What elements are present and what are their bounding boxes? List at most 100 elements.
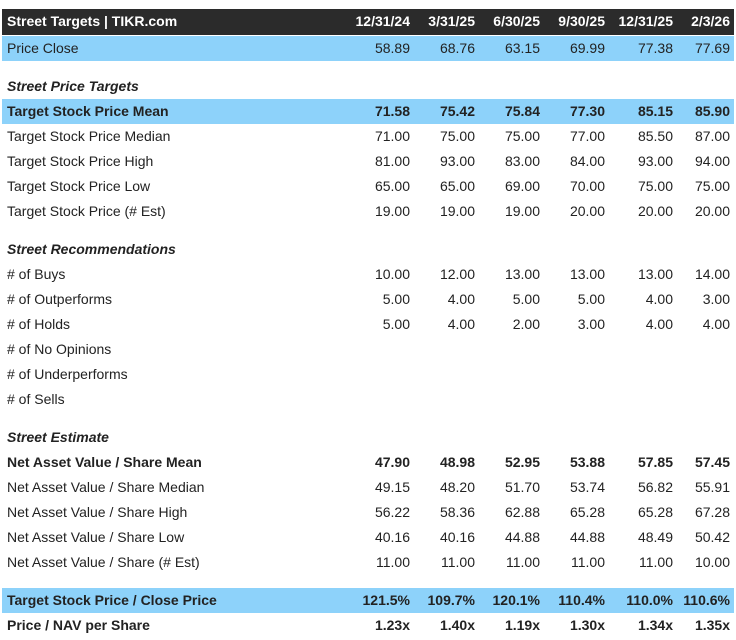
cell: 75.84 — [504, 102, 540, 119]
cell: 57.85 — [637, 453, 673, 470]
cell: 4.00 — [702, 315, 730, 332]
cell: 68.76 — [439, 39, 475, 56]
cell: 87.00 — [694, 127, 730, 144]
cell: 71.58 — [374, 102, 410, 119]
cell: 94.00 — [694, 152, 730, 169]
cell: 65.28 — [637, 503, 673, 520]
cell: 75.42 — [439, 102, 475, 119]
cell: 3.00 — [702, 290, 730, 307]
cell: 84.00 — [569, 152, 605, 169]
row-label: Target Stock Price High — [7, 152, 154, 169]
row-label: Net Asset Value / Share (# Est) — [7, 553, 200, 570]
cell: 40.16 — [374, 528, 410, 545]
cell: 5.00 — [382, 290, 410, 307]
cell: 14.00 — [694, 265, 730, 282]
cell: 11.00 — [441, 553, 475, 570]
cell: 110.4% — [558, 591, 605, 608]
cell: 5.00 — [577, 290, 605, 307]
cell: 47.90 — [374, 453, 410, 470]
row-label: # of Buys — [7, 265, 66, 282]
cell: 1.23x — [374, 616, 410, 633]
row-label: # of No Opinions — [7, 340, 112, 357]
cell: 109.7% — [427, 591, 475, 608]
row-label: Net Asset Value / Share Mean — [7, 453, 202, 470]
cell: 50.42 — [694, 528, 730, 545]
row-label: Target Stock Price Median — [7, 127, 171, 144]
column-header: 3/31/25 — [428, 12, 475, 29]
cell: 40.16 — [439, 528, 475, 545]
cell: 1.19x — [504, 616, 540, 633]
cell: 10.00 — [374, 265, 410, 282]
cell: 75.00 — [504, 127, 540, 144]
row-band — [2, 8, 734, 35]
cell: 5.00 — [382, 315, 410, 332]
cell: 53.88 — [569, 453, 605, 470]
cell: 4.00 — [447, 290, 475, 307]
row-label: Target Stock Price Mean — [7, 102, 169, 119]
cell: 70.00 — [569, 177, 605, 194]
column-header: 12/31/24 — [355, 12, 411, 29]
column-header: 2/3/26 — [691, 12, 730, 29]
cell: 20.00 — [694, 202, 730, 219]
cell: 48.98 — [439, 453, 475, 470]
cell: 4.00 — [447, 315, 475, 332]
cell: 13.00 — [569, 265, 605, 282]
cell: 48.20 — [439, 478, 475, 495]
cell: 81.00 — [374, 152, 410, 169]
cell: 69.00 — [504, 177, 540, 194]
cell: 48.49 — [637, 528, 673, 545]
cell: 10.00 — [694, 553, 730, 570]
cell: 110.6% — [683, 591, 730, 608]
section-title: Street Estimate — [7, 428, 109, 445]
cell: 3.00 — [577, 315, 605, 332]
column-header: 9/30/25 — [558, 12, 605, 29]
cell: 19.00 — [374, 202, 410, 219]
row-label: Price / NAV per Share — [7, 616, 150, 633]
column-header: 12/31/25 — [618, 12, 674, 29]
cell: 44.88 — [504, 528, 540, 545]
cell: 83.00 — [504, 152, 540, 169]
column-header: 6/30/25 — [493, 12, 540, 29]
cell: 65.00 — [374, 177, 410, 194]
cell: 65.28 — [569, 503, 605, 520]
cell: 4.00 — [645, 315, 673, 332]
cell: 57.45 — [694, 453, 730, 470]
cell: 20.00 — [637, 202, 673, 219]
cell: 120.1% — [492, 591, 540, 608]
cell: 2.00 — [512, 315, 540, 332]
row-label: Net Asset Value / Share High — [7, 503, 188, 520]
cell: 13.00 — [504, 265, 540, 282]
cell: 11.00 — [376, 553, 410, 570]
row-label: # of Outperforms — [7, 290, 113, 307]
cell: 56.82 — [637, 478, 673, 495]
cell: 77.38 — [637, 39, 673, 56]
cell: 44.88 — [569, 528, 605, 545]
cell: 58.36 — [439, 503, 475, 520]
cell: 63.15 — [504, 39, 540, 56]
cell: 19.00 — [439, 202, 475, 219]
section-title: Street Recommendations — [7, 240, 176, 257]
row-label: # of Underperforms — [7, 365, 128, 382]
row-band — [2, 98, 734, 124]
cell: 85.90 — [694, 102, 730, 119]
cell: 12.00 — [439, 265, 475, 282]
row-label: # of Sells — [7, 390, 65, 407]
section-title: Street Price Targets — [7, 77, 139, 94]
cell: 77.69 — [694, 39, 730, 56]
cell: 1.35x — [694, 616, 730, 633]
cell: 20.00 — [569, 202, 605, 219]
cell: 75.00 — [637, 177, 673, 194]
cell: 11.00 — [506, 553, 540, 570]
cell: 52.95 — [504, 453, 540, 470]
row-label: Price Close — [7, 39, 79, 56]
cell: 62.88 — [504, 503, 540, 520]
cell: 58.89 — [374, 39, 410, 56]
cell: 77.30 — [569, 102, 605, 119]
cell: 51.70 — [504, 478, 540, 495]
cell: 93.00 — [637, 152, 673, 169]
cell: 69.99 — [569, 39, 605, 56]
cell: 13.00 — [637, 265, 673, 282]
cell: 53.74 — [569, 478, 605, 495]
cell: 5.00 — [512, 290, 540, 307]
